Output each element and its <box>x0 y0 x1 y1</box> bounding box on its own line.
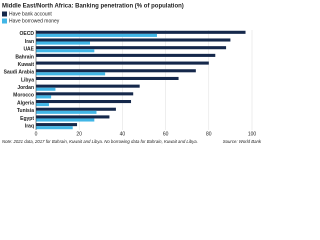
chart-title: Middle East/North Africa: Banking penetr… <box>2 4 184 10</box>
bar <box>36 69 196 73</box>
bar <box>36 30 246 34</box>
x-tick-label: 20 <box>76 131 82 137</box>
bar <box>36 100 132 104</box>
bar <box>36 38 231 42</box>
legend-label: Have bank account <box>9 11 52 17</box>
y-tick-label: Kuwait <box>18 62 35 68</box>
bar <box>36 103 49 107</box>
bar <box>36 95 52 99</box>
y-tick-label: Morocco <box>13 93 34 99</box>
y-tick-label: Bahrain <box>15 54 34 60</box>
bar <box>36 84 140 88</box>
bar <box>36 115 110 119</box>
x-tick-label: 40 <box>120 131 126 137</box>
y-tick-label: OECD <box>20 31 35 37</box>
x-tick-label: 60 <box>163 131 169 137</box>
y-tick-label: Jordan <box>17 85 34 91</box>
legend-swatch <box>2 11 7 17</box>
bar <box>36 61 209 65</box>
legend-swatch <box>2 18 7 24</box>
bar <box>36 126 73 130</box>
bar <box>36 53 216 57</box>
y-tick-label: Iran <box>25 39 34 45</box>
bar <box>36 110 97 114</box>
x-tick-label: 80 <box>206 131 212 137</box>
legend-label: Have borrowed money <box>9 18 60 24</box>
bar <box>36 92 134 96</box>
y-tick-label: Iraq <box>25 123 34 129</box>
bar <box>36 49 95 53</box>
y-tick-label: Egypt <box>20 116 34 122</box>
y-tick-label: Algeria <box>17 100 34 106</box>
x-tick-label: 100 <box>248 131 257 137</box>
chart: Middle East/North Africa: Banking penetr… <box>2 4 262 144</box>
bar <box>36 72 106 76</box>
y-tick-label: Saudi Arabia <box>4 70 35 76</box>
x-tick-label: 0 <box>35 131 38 137</box>
y-tick-label: Tunisia <box>17 108 34 114</box>
bar <box>36 107 116 111</box>
bar <box>36 46 227 50</box>
y-tick-label: Libya <box>21 77 34 83</box>
bar <box>36 41 90 45</box>
bar <box>36 118 95 122</box>
bar <box>36 76 179 80</box>
note: Note: 2021 data, 2017 for Bahrain, Kuwai… <box>2 139 198 144</box>
bar <box>36 33 157 37</box>
source: Source: World Bank <box>223 139 262 144</box>
bar <box>36 87 56 91</box>
y-tick-label: UAE <box>23 47 34 53</box>
bar <box>36 123 78 127</box>
